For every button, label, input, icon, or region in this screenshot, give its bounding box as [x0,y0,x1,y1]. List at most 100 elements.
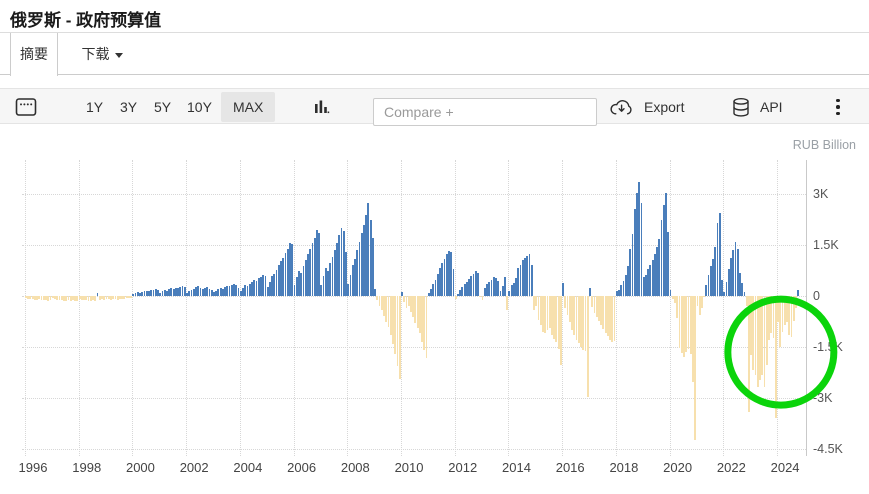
budget-bar [676,296,679,319]
budget-bar [98,296,101,301]
budget-bar [636,192,638,296]
budget-bar [204,288,206,296]
budget-bar [251,281,253,296]
budget-bar [609,296,611,340]
budget-bar [685,296,688,353]
budget-bar [575,296,578,340]
budget-bar [190,289,193,296]
tab-summary[interactable]: 摘要 [10,33,58,76]
budget-bar [535,296,538,306]
budget-bar [405,296,408,308]
api-button[interactable]: API [731,89,783,125]
budget-bar [416,296,419,329]
budget-bar [42,296,45,300]
budget-bar [665,192,667,296]
budget-bar [700,296,703,308]
tab-download[interactable]: 下载 [72,33,132,75]
budget-bar [380,296,383,311]
budget-bar [199,287,202,296]
budget-bar [161,291,164,296]
budget-bar [703,296,705,298]
budget-bar [38,296,41,300]
x-tick-label: 2022 [716,460,746,475]
budget-bar [179,287,182,296]
budget-bar [47,296,50,301]
budget-bar [371,238,374,296]
budget-bar [622,281,625,296]
budget-bar [345,252,347,296]
range-button-max-active[interactable]: MAX [221,92,276,122]
budget-bar [177,287,179,296]
more-menu-button[interactable] [828,89,848,125]
budget-bar [132,293,135,296]
budget-bar [526,255,529,296]
budget-bar [271,276,273,296]
budget-bar [92,296,94,301]
budget-bar [186,292,188,296]
budget-bar [401,292,403,296]
budget-bar [647,269,650,296]
range-label: MAX [233,99,264,115]
budget-bar [629,249,632,296]
budget-bar [112,296,115,300]
x-tick-label: 2014 [502,460,531,475]
budget-bar [698,296,701,316]
budget-bar [398,296,401,379]
budget-bar [369,219,372,296]
x-tick-label: 2018 [609,460,639,475]
calendar-button[interactable] [14,89,38,125]
gridline-horizontal [22,245,806,246]
x-tick-label: 2010 [394,460,424,475]
budget-bar [342,231,345,296]
budget-bar [548,296,551,329]
budget-bar [298,270,300,296]
range-button-10y[interactable]: 10Y [183,89,216,125]
budget-bar [423,296,426,351]
budget-bar [568,296,571,322]
budget-bar [434,279,437,296]
budget-bar [27,296,30,299]
budget-bar [248,283,251,296]
budget-bar [307,254,309,296]
compare-input[interactable] [373,98,597,126]
budget-bar [239,290,242,296]
export-button[interactable]: Export [608,89,684,125]
budget-bar [139,292,141,296]
budget-bar [277,265,280,296]
budget-bar [479,296,482,298]
budget-bar [25,296,27,299]
budget-bar [577,296,580,344]
budget-bar [741,283,744,296]
chart-type-button[interactable] [312,89,330,125]
budget-bar [508,290,511,296]
budget-bar [743,291,746,296]
gridline-horizontal [22,398,806,399]
budget-bar [615,290,618,296]
budget-bar [573,296,576,336]
budget-bar [181,286,184,296]
budget-bar [472,273,475,296]
budget-bar [427,292,430,296]
range-label: 5Y [154,99,172,115]
x-tick-label: 2006 [287,460,317,475]
budget-bar [734,241,737,296]
caret-down-icon [114,52,123,58]
budget-bar [282,258,285,296]
gridline-horizontal [22,449,806,450]
budget-bar [123,296,126,299]
budget-bar [461,287,464,296]
x-tick-label: 2020 [663,460,693,475]
budget-bar [69,296,72,301]
budget-bar [557,296,560,349]
budget-bar [488,281,491,296]
range-button-5y[interactable]: 5Y [150,89,175,125]
budget-bar [510,284,513,296]
chart-area[interactable]: RUB Billion 3K 1.5K 0 -1.5K -3K -4.5K 1996 1998… [0,130,869,494]
budget-bar [206,287,209,296]
range-button-1y[interactable]: 1Y [82,89,107,125]
budget-bar [546,296,549,330]
budget-bar [114,296,117,300]
tab-download-label: 下载 [81,46,110,62]
range-button-3y[interactable]: 3Y [116,89,141,125]
y-tick-label: 0 [813,289,820,303]
